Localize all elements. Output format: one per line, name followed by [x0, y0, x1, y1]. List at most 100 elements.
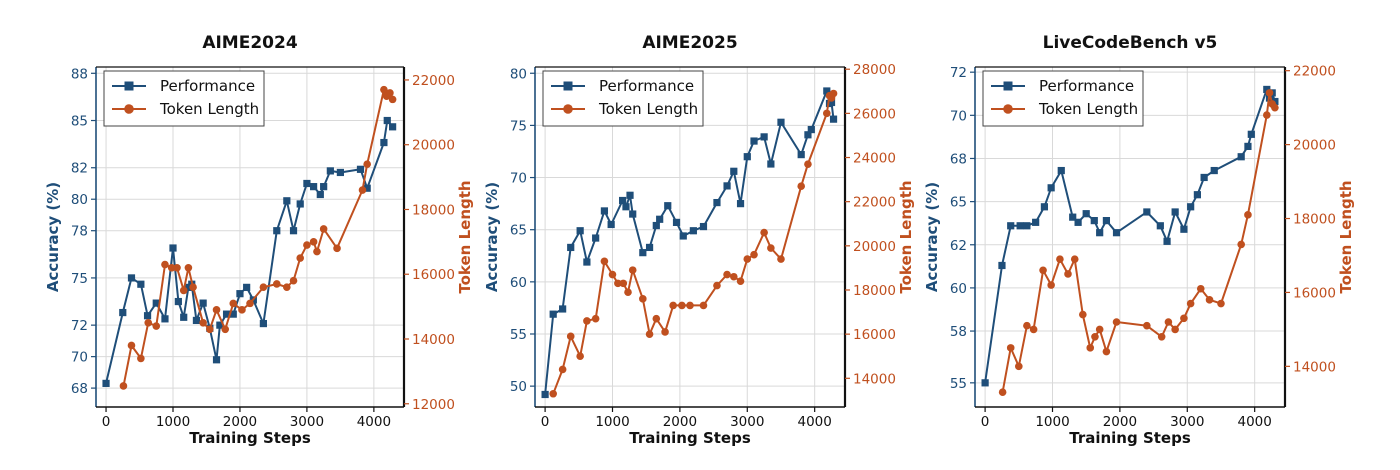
- token-length-point: [1102, 347, 1111, 356]
- performance-point: [1096, 229, 1104, 237]
- y2-tick-label: 20000: [1293, 138, 1336, 154]
- performance-point: [652, 221, 660, 230]
- y2-axis-label: Token Length: [1337, 180, 1355, 293]
- performance-point: [592, 234, 600, 242]
- performance-point: [303, 179, 311, 188]
- y2-tick-label: 16000: [1293, 285, 1336, 301]
- performance-point: [559, 305, 567, 313]
- performance-point: [672, 218, 681, 226]
- performance-point: [1210, 166, 1218, 175]
- performance-point: [743, 153, 751, 161]
- token-length-point: [686, 301, 694, 310]
- y-tick-label: 68: [950, 151, 967, 167]
- token-length-point: [777, 255, 785, 263]
- legend-label-performance: Performance: [1039, 77, 1134, 95]
- token-length-point: [760, 228, 768, 237]
- x-tick-label: 4000: [357, 414, 391, 430]
- token-length-point: [272, 280, 281, 288]
- token-length-point: [388, 95, 397, 104]
- y2-tick-label: 20000: [412, 138, 455, 154]
- performance-point: [1016, 222, 1024, 230]
- token-length-point: [723, 270, 731, 279]
- x-tick-label: 1000: [156, 414, 190, 430]
- y-tick-label: 82: [71, 161, 88, 177]
- performance-point: [664, 202, 672, 210]
- performance-point: [1143, 208, 1151, 216]
- y2-tick-label: 26000: [853, 106, 896, 122]
- performance-point: [576, 227, 584, 235]
- performance-point: [829, 115, 838, 123]
- token-length-point: [1237, 240, 1245, 249]
- token-length-point: [1164, 318, 1173, 326]
- token-length-point: [1086, 344, 1095, 352]
- performance-point: [1247, 130, 1255, 138]
- performance-point: [797, 151, 805, 159]
- y2-axis-label: Token Length: [456, 180, 474, 293]
- y-tick-label: 70: [71, 350, 88, 366]
- token-length-point: [750, 250, 758, 259]
- x-tick-label: 0: [102, 414, 111, 430]
- y2-axis-label: Token Length: [897, 180, 915, 293]
- y-tick-label: 88: [71, 66, 88, 82]
- performance-point: [807, 125, 815, 134]
- token-length-point: [184, 263, 193, 272]
- chart-panel-1: 0 1000 2000 3000 4000 68 70 72 75 78 80 82 85 88 12000…: [44, 33, 474, 447]
- token-length-point: [767, 244, 775, 252]
- token-length-point: [380, 85, 388, 94]
- y-tick-label: 58: [950, 324, 967, 340]
- performance-point: [1163, 237, 1171, 245]
- legend-label-performance: Performance: [599, 77, 694, 95]
- performance-line: [544, 90, 835, 395]
- legend: Performance Token Length: [982, 70, 1144, 127]
- performance-point: [1187, 203, 1195, 211]
- performance-point: [760, 133, 768, 141]
- token-length-point: [1023, 321, 1031, 330]
- performance-point: [152, 299, 160, 307]
- y-tick-label: 85: [71, 114, 88, 130]
- performance-point: [730, 167, 738, 175]
- y-axis-label: Accuracy (%): [923, 182, 941, 292]
- performance-point: [137, 280, 145, 288]
- performance-point: [1237, 153, 1245, 161]
- token-length-point: [137, 354, 145, 363]
- token-length-point: [1244, 211, 1252, 219]
- token-length-point: [1186, 299, 1195, 308]
- performance-point: [804, 131, 812, 139]
- token-length-point: [645, 330, 654, 338]
- performance-line: [105, 119, 394, 384]
- y2-tick-label: 18000: [1293, 212, 1336, 228]
- token-length-point: [1079, 310, 1087, 319]
- token-length-point: [823, 109, 831, 118]
- performance-point: [777, 118, 785, 126]
- x-tick-label: 4000: [797, 414, 831, 430]
- legend-marker-performance: [1003, 81, 1013, 91]
- y2-tick-label: 20000: [853, 239, 896, 255]
- token-length-point: [1112, 318, 1121, 326]
- y-tick-label: 75: [510, 118, 527, 134]
- token-length-point: [1095, 325, 1104, 334]
- token-length-point: [600, 257, 609, 266]
- token-length-point: [173, 263, 181, 272]
- token-length-point: [1039, 266, 1047, 275]
- token-length-point: [549, 389, 557, 398]
- legend-marker-token-length: [563, 104, 573, 114]
- performance-point: [567, 243, 575, 252]
- token-length-point: [608, 270, 617, 279]
- token-length-point: [144, 319, 153, 327]
- performance-point: [1112, 229, 1121, 237]
- performance-point: [767, 160, 775, 168]
- performance-point: [1082, 210, 1090, 218]
- token-length-point: [167, 263, 176, 272]
- performance-point: [1047, 184, 1055, 192]
- performance-point: [689, 227, 697, 235]
- y2-tick-label: 22000: [412, 73, 455, 89]
- performance-point: [363, 184, 371, 192]
- token-length-point: [179, 286, 188, 295]
- performance-point: [212, 356, 221, 364]
- performance-point: [619, 196, 627, 205]
- y2-tick-label: 14000: [1293, 359, 1336, 375]
- y-tick-label: 50: [510, 379, 527, 395]
- performance-point: [119, 308, 127, 317]
- token-length-point: [1196, 284, 1205, 293]
